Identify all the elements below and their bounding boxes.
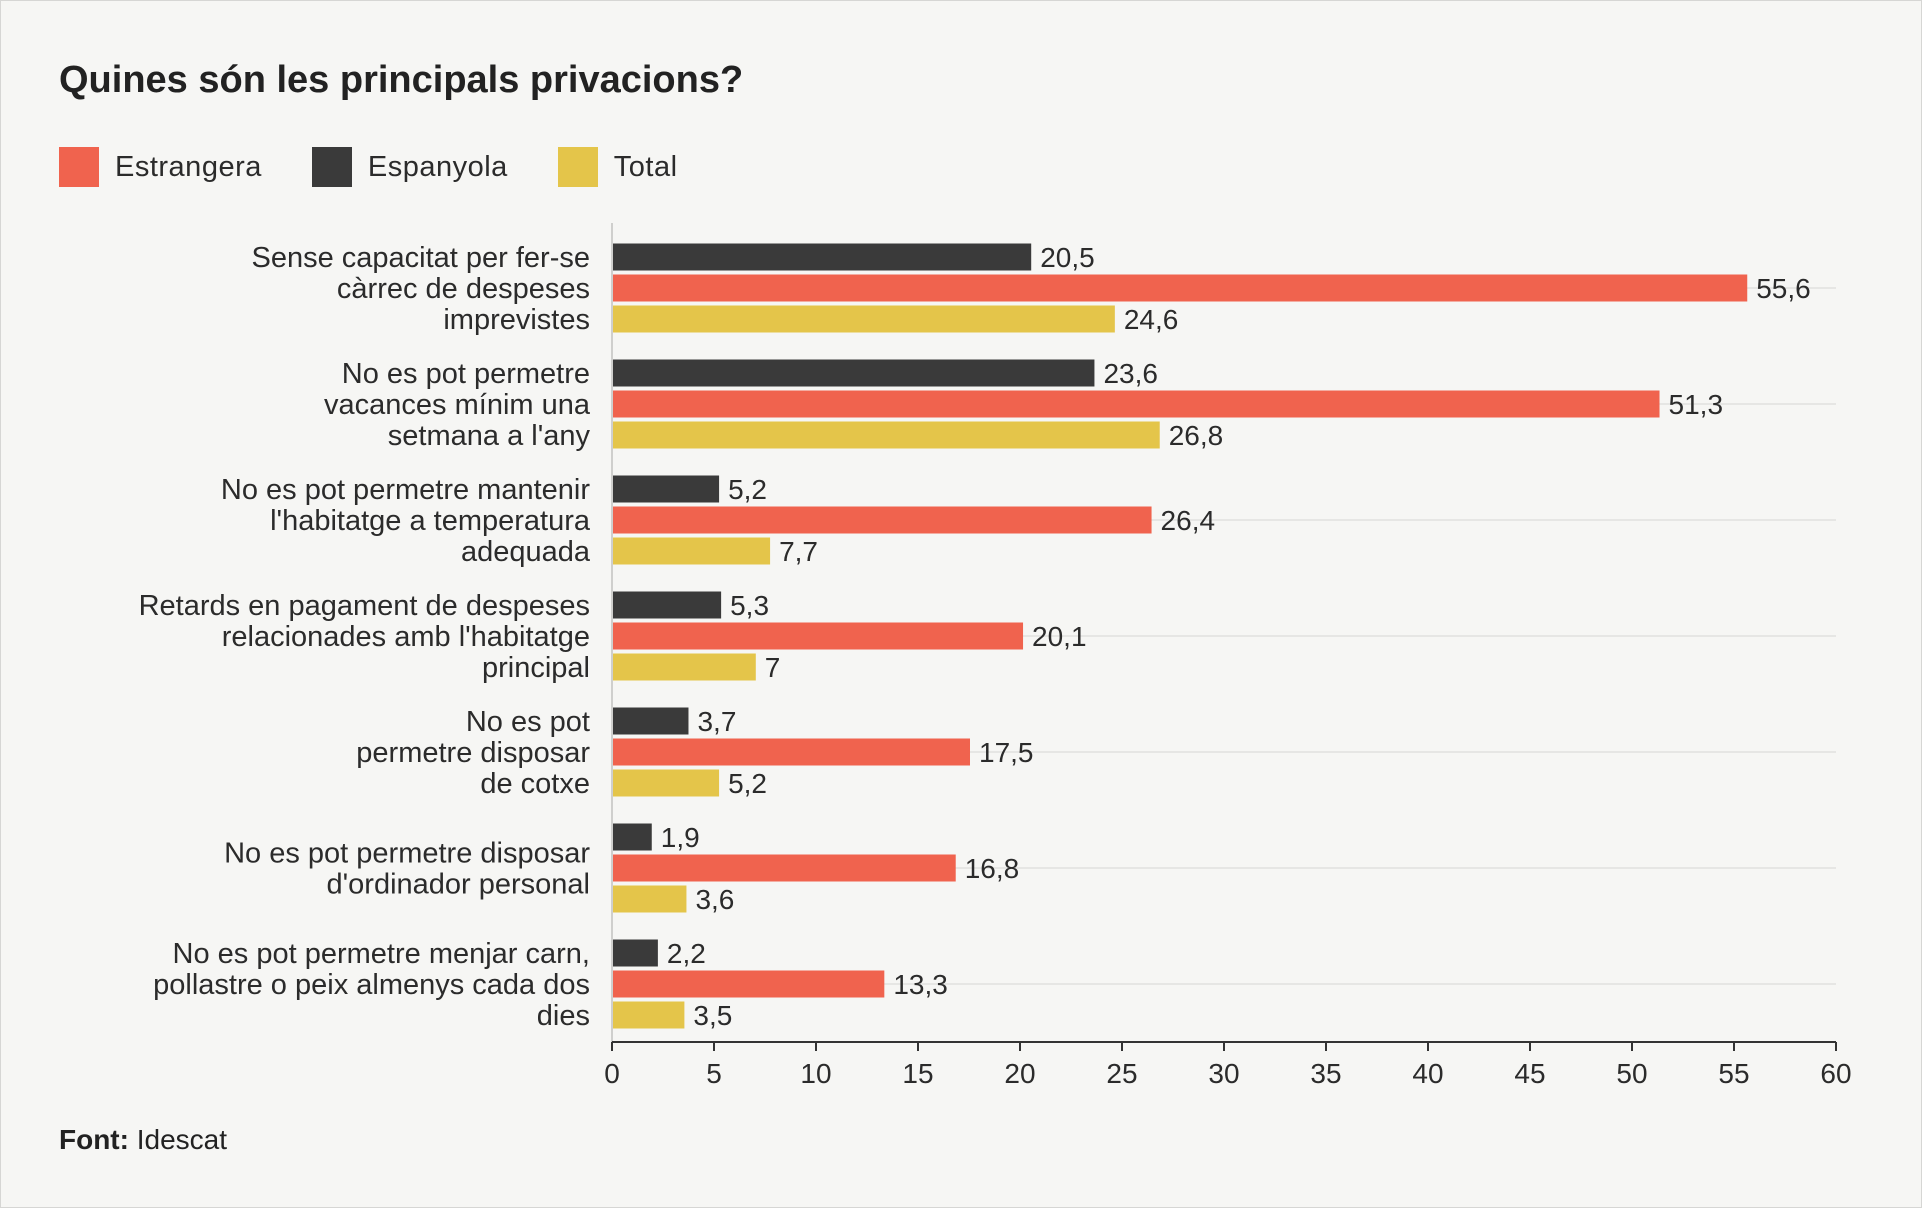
data-label-espanyola: 5,3 <box>730 590 769 621</box>
data-label-estrangera: 55,6 <box>1756 273 1811 304</box>
x-tick-label: 60 <box>1820 1058 1851 1089</box>
bar-estrangera <box>613 738 970 766</box>
category-label: Sense capacitat per fer-se càrrec de desp… <box>251 242 590 336</box>
bar-total <box>613 653 756 681</box>
data-label-total: 7 <box>765 652 781 683</box>
category-label-line: càrrec de despeses <box>337 273 590 305</box>
x-tick-label: 15 <box>902 1058 933 1089</box>
x-tick-label: 0 <box>604 1058 620 1089</box>
data-label-espanyola: 20,5 <box>1040 242 1095 273</box>
bar-estrangera <box>613 854 956 882</box>
bar-estrangera <box>613 390 1660 418</box>
legend-label-total: Total <box>613 150 678 183</box>
data-label-total: 24,6 <box>1124 304 1179 335</box>
category-label-line: setmana a l'any <box>388 420 591 452</box>
bar-total <box>613 537 771 565</box>
data-label-estrangera: 26,4 <box>1161 505 1216 536</box>
bar-estrangera <box>613 970 885 998</box>
x-tick-label: 25 <box>1106 1058 1137 1089</box>
legend-item-espanyola: Espanyola <box>311 147 508 187</box>
category-label-line: l'habitatge a temperatura <box>270 505 591 537</box>
legend-label-espanyola: Espanyola <box>367 150 508 183</box>
bar-espanyola <box>613 823 652 851</box>
data-label-estrangera: 16,8 <box>965 853 1020 884</box>
bar-estrangera <box>613 622 1024 650</box>
category-label: Retards en pagament de despeses relaciona… <box>139 590 590 684</box>
bar-espanyola <box>613 939 658 967</box>
category-label-line: No es pot permetre mantenir <box>221 474 590 506</box>
category-label-line: Retards en pagament de despeses <box>139 590 590 622</box>
category-label: No es pot permetre disposar de cotxe <box>356 706 590 800</box>
legend-item-total: Total <box>557 147 678 187</box>
data-label-espanyola: 5,2 <box>728 474 767 505</box>
data-label-total: 3,5 <box>693 1000 732 1031</box>
data-label-total: 7,7 <box>779 536 818 567</box>
category-label-line: pollastre o peix almenys cada dos <box>153 969 590 1001</box>
data-label-estrangera: 51,3 <box>1669 389 1724 420</box>
x-tick-label: 10 <box>800 1058 831 1089</box>
legend-label-estrangera: Estrangera <box>115 150 262 183</box>
category-label-line: d'ordinador personal <box>327 869 591 901</box>
category-label-line: No es pot permetre disposar <box>224 838 590 870</box>
source-value: Idescat <box>136 1124 228 1155</box>
data-label-estrangera: 13,3 <box>893 969 948 1000</box>
bar-espanyola <box>613 707 689 735</box>
bar-espanyola <box>613 243 1032 271</box>
bar-espanyola <box>613 359 1095 387</box>
category-label-line: de cotxe <box>480 768 590 800</box>
bar-estrangera <box>613 274 1748 302</box>
chart-title: Quines són les principals privacions? <box>59 59 744 101</box>
x-tick-label: 30 <box>1208 1058 1239 1089</box>
x-tick-label: 45 <box>1514 1058 1545 1089</box>
data-label-espanyola: 1,9 <box>661 822 700 853</box>
data-label-estrangera: 20,1 <box>1032 621 1087 652</box>
category-label-line: adequada <box>461 536 591 568</box>
data-label-total: 3,6 <box>695 884 734 915</box>
category-label-line: vacances mínim una <box>324 389 591 421</box>
bar-total <box>613 769 720 797</box>
source-label: Font: <box>59 1124 129 1155</box>
category-label-line: imprevistes <box>443 304 590 336</box>
data-label-total: 26,8 <box>1169 420 1224 451</box>
x-tick-label: 55 <box>1718 1058 1749 1089</box>
data-label-espanyola: 3,7 <box>697 706 736 737</box>
bar-espanyola <box>613 475 720 503</box>
category-label-line: No es pot permetre <box>342 358 590 390</box>
category-label: No es pot permetre vacances mínim una setm… <box>324 358 591 452</box>
category-label: No es pot permetre mantenir l'habitatge a… <box>221 474 591 568</box>
category-label-line: No es pot <box>466 706 590 738</box>
legend-swatch-total <box>557 147 598 187</box>
x-tick-label: 35 <box>1310 1058 1341 1089</box>
bar-total <box>613 885 687 913</box>
category-label-line: relacionades amb l'habitatge <box>222 621 590 653</box>
legend-item-estrangera: Estrangera <box>59 147 262 187</box>
category-label-line: Sense capacitat per fer-se <box>251 242 590 274</box>
category-label: No es pot permetre menjar carn, pollastre… <box>153 938 590 1032</box>
source-note: Font: Idescat <box>59 1124 227 1156</box>
x-tick-label: 5 <box>706 1058 722 1089</box>
x-tick-label: 40 <box>1412 1058 1443 1089</box>
data-label-total: 5,2 <box>728 768 767 799</box>
category-label-line: No es pot permetre menjar carn, <box>173 938 590 970</box>
category-label-line: principal <box>482 652 590 684</box>
data-label-espanyola: 23,6 <box>1103 358 1158 389</box>
bar-total <box>613 305 1115 333</box>
data-label-espanyola: 2,2 <box>667 938 706 969</box>
legend: Estrangera Espanyola Total <box>59 147 728 187</box>
legend-swatch-espanyola <box>311 147 352 187</box>
bar-espanyola <box>613 591 722 619</box>
category-label-line: permetre disposar <box>356 737 590 769</box>
bar-total <box>613 1001 685 1029</box>
category-label: No es pot permetre disposar d'ordinador p… <box>224 838 590 901</box>
bar-total <box>613 421 1160 449</box>
x-tick-label: 20 <box>1004 1058 1035 1089</box>
legend-swatch-estrangera <box>59 147 99 187</box>
bar-estrangera <box>613 506 1152 534</box>
x-tick-label: 50 <box>1616 1058 1647 1089</box>
category-label-line: dies <box>537 1000 590 1032</box>
data-label-estrangera: 17,5 <box>979 737 1034 768</box>
